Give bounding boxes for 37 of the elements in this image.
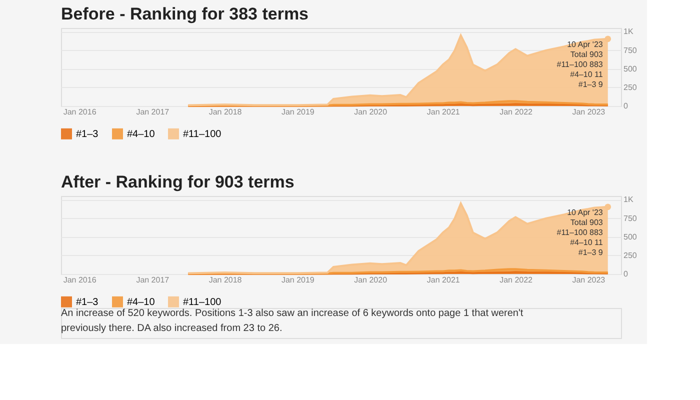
y-tick-label: 500 <box>624 232 638 242</box>
annotation: 10 Apr '23 Total 903 #11–100 883 #4–10 11 #1–3 9 <box>556 40 604 89</box>
y-tick-label: 250 <box>624 82 638 92</box>
x-tick-label: Jan 2017 <box>136 276 170 284</box>
annotation: 10 Apr '23 Total 903 #11–100 883 #4–10 11 #1–3 9 <box>556 208 604 257</box>
x-tick-label: Jan 2017 <box>136 108 170 116</box>
y-tick-label: 500 <box>624 64 638 74</box>
x-tick-label: Jan 2016 <box>63 276 97 284</box>
y-tick-label: 0 <box>624 270 628 278</box>
y-tick-label: 750 <box>624 214 638 223</box>
chart-title: Before - Ranking for 383 terms <box>61 4 309 24</box>
legend-label: #1–3 <box>76 128 99 140</box>
x-tick-label: Jan 2021 <box>426 276 460 284</box>
legend-label: #1–3 <box>76 296 99 308</box>
legend-label: #4–10 <box>127 296 156 308</box>
x-tick-label: Jan 2021 <box>426 108 460 116</box>
x-tick-label: Jan 2020 <box>354 276 388 284</box>
legend-label: #4–10 <box>127 128 156 140</box>
x-tick-label: Jan 2022 <box>500 108 534 116</box>
x-tick-label: Jan 2019 <box>281 108 315 116</box>
x-tick-label: Jan 2016 <box>63 108 97 116</box>
legend-label: #11–100 <box>183 296 222 308</box>
y-tick-label: 0 <box>624 102 628 110</box>
x-tick-label: Jan 2018 <box>208 276 242 284</box>
y-tick-label: 250 <box>624 250 638 260</box>
chart-title: After - Ranking for 903 terms <box>61 172 294 192</box>
x-tick-label: Jan 2019 <box>281 276 315 284</box>
text: An increase of 520 keywords. Positions 1-3 also saw an increase of 6 keywords onto page 1 that weren't previously there. DA also increased from 23 to 26. <box>61 308 524 334</box>
legend-label: #11–100 <box>183 128 222 140</box>
y-tick-label: 1K <box>624 195 634 204</box>
x-tick-label: Jan 2022 <box>500 276 534 284</box>
x-tick-label: Jan 2023 <box>572 276 606 284</box>
x-tick-label: Jan 2023 <box>572 108 606 116</box>
x-tick-label: Jan 2020 <box>354 108 388 116</box>
y-tick-label: 1K <box>624 27 634 36</box>
y-tick-label: 750 <box>624 46 638 55</box>
x-tick-label: Jan 2018 <box>208 108 242 116</box>
